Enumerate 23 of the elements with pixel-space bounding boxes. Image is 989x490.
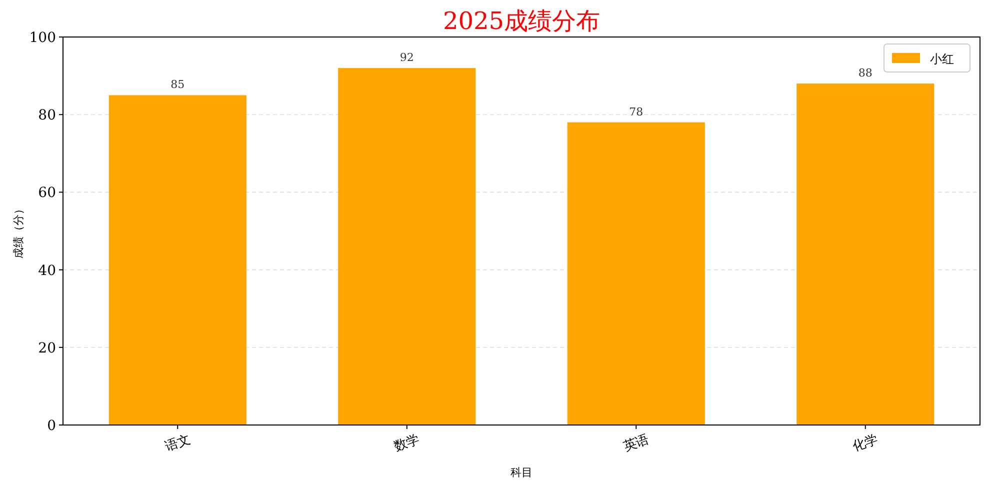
bar	[338, 68, 476, 425]
data-label: 78	[629, 105, 644, 118]
y-tick-label: 0	[47, 418, 56, 434]
x-tick-label: 化学	[850, 432, 880, 455]
y-tick-label: 40	[38, 262, 56, 279]
y-tick-label: 80	[38, 108, 56, 124]
x-tick-label: 语文	[163, 432, 193, 455]
x-tick-label: 数学	[392, 432, 422, 455]
y-tick-label: 100	[29, 30, 56, 46]
y-axis-title: 成绩（分）	[12, 204, 25, 258]
x-axis-title: 科目	[510, 466, 532, 479]
bar	[108, 95, 246, 425]
legend-label: 小红	[930, 52, 954, 66]
y-tick-label: 60	[38, 185, 56, 202]
chart-title: 2025成绩分布	[442, 7, 600, 35]
bar	[567, 122, 705, 425]
legend: 小红	[884, 44, 970, 72]
data-label: 85	[170, 78, 185, 92]
data-label: 92	[400, 51, 414, 64]
y-tick-label: 20	[38, 340, 56, 356]
data-label: 88	[858, 66, 872, 80]
x-tick-label: 英语	[622, 432, 652, 455]
bar	[796, 84, 934, 425]
